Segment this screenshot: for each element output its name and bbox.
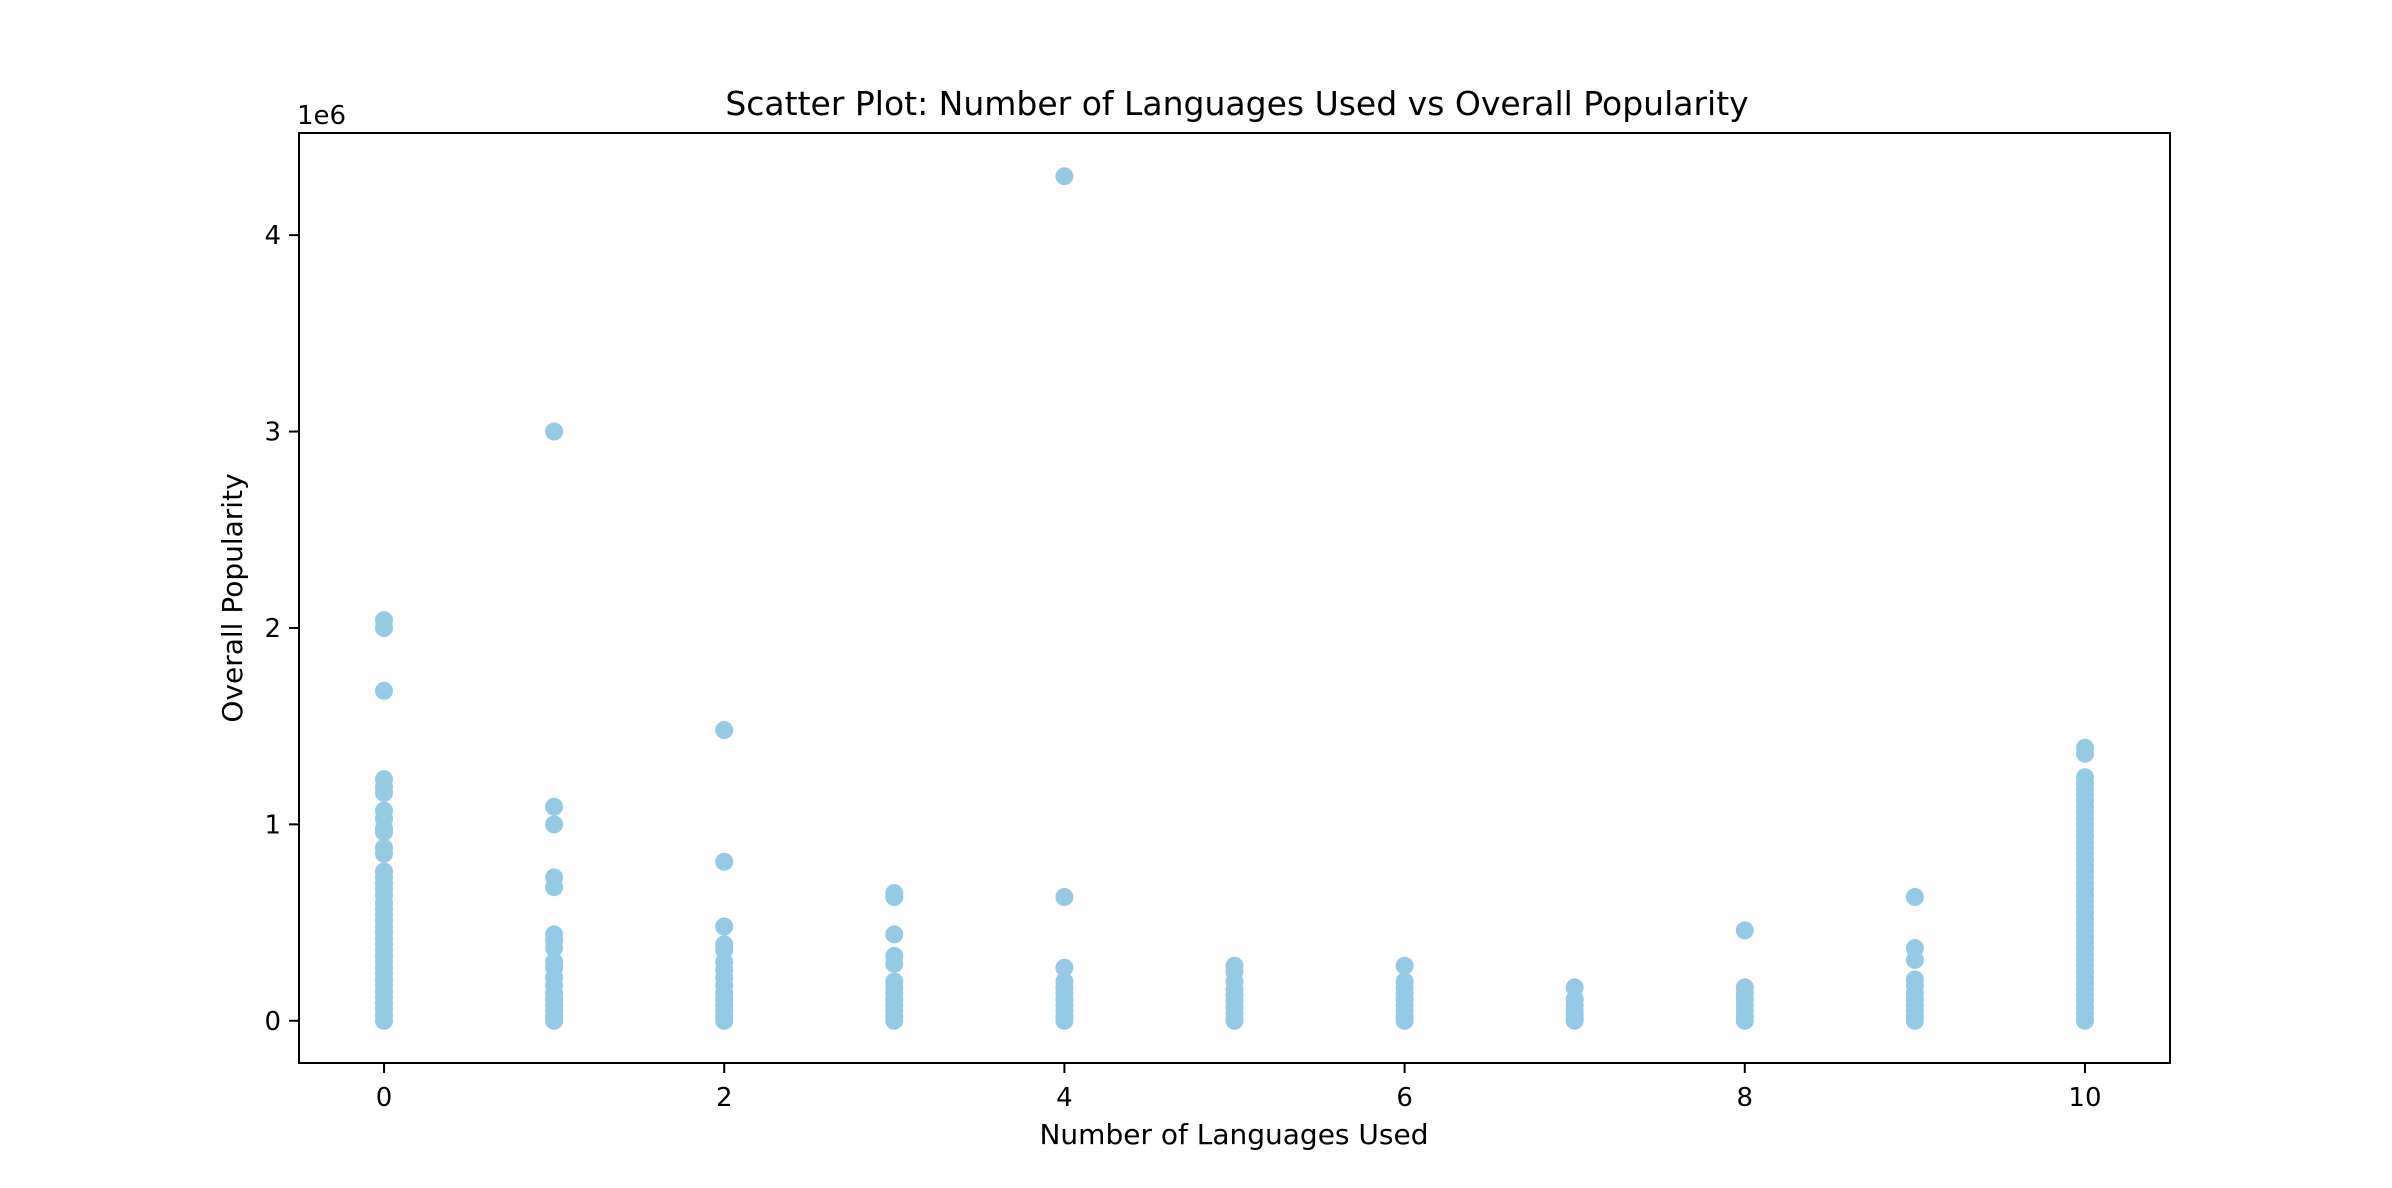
- y-tick-label: 1: [264, 810, 281, 840]
- data-point: [715, 852, 734, 871]
- data-point: [885, 1011, 904, 1030]
- y-tick-label: 4: [264, 221, 281, 251]
- plot-area-frame: [298, 132, 2171, 1064]
- y-axis-label: Overall Popularity: [216, 473, 249, 722]
- data-point: [1055, 1011, 1074, 1030]
- data-point: [885, 888, 904, 906]
- x-axis-ticks: 0 2 4 6 8 10: [376, 1063, 2102, 1113]
- data-point: [375, 844, 393, 863]
- x-tick-label: 8: [1736, 1083, 1753, 1113]
- data-point: [1905, 1011, 1924, 1030]
- data-point: [375, 681, 393, 700]
- data-point: [1565, 1011, 1584, 1030]
- data-point: [545, 878, 564, 897]
- data-point: [715, 721, 734, 740]
- data-point: [375, 823, 393, 842]
- data-point: [1905, 888, 1924, 906]
- data-point: [375, 619, 393, 637]
- x-tick-label: 2: [716, 1083, 733, 1113]
- data-point: [885, 954, 904, 973]
- y-axis-ticks: 0 1 2 3 4: [264, 221, 299, 1037]
- y-offset-label: 1e6: [297, 101, 346, 131]
- x-tick-label: 6: [1396, 1083, 1413, 1113]
- x-axis-label: Number of Languages Used: [1039, 1118, 1428, 1151]
- data-point: [1225, 1011, 1244, 1030]
- data-point: [715, 1011, 734, 1030]
- x-tick-label: 10: [2068, 1083, 2101, 1113]
- data-point: [545, 1011, 564, 1030]
- data-point: [1735, 1011, 1754, 1030]
- data-point: [1055, 958, 1074, 977]
- data-point: [885, 925, 904, 944]
- x-tick-label: 0: [376, 1083, 393, 1113]
- data-point: [2076, 1011, 2094, 1030]
- data-point: [1905, 950, 1924, 969]
- data-point: [2076, 744, 2094, 763]
- data-point: [375, 783, 393, 802]
- data-point: [715, 917, 734, 936]
- data-point: [545, 939, 564, 958]
- y-tick-label: 0: [264, 1007, 281, 1037]
- data-point: [545, 797, 564, 816]
- data-point: [1055, 888, 1074, 906]
- data-point: [545, 422, 564, 441]
- data-point: [1395, 956, 1414, 975]
- points-layer: [375, 167, 2094, 1030]
- data-point: [375, 1011, 393, 1030]
- data-point: [1395, 1011, 1414, 1030]
- x-tick-label: 4: [1056, 1083, 1073, 1113]
- data-point: [1735, 921, 1754, 940]
- y-tick-label: 3: [264, 418, 281, 448]
- chart-title: Scatter Plot: Number of Languages Used v…: [725, 84, 1748, 123]
- y-tick-label: 2: [264, 614, 281, 644]
- data-point: [1055, 167, 1074, 186]
- data-point: [545, 815, 564, 834]
